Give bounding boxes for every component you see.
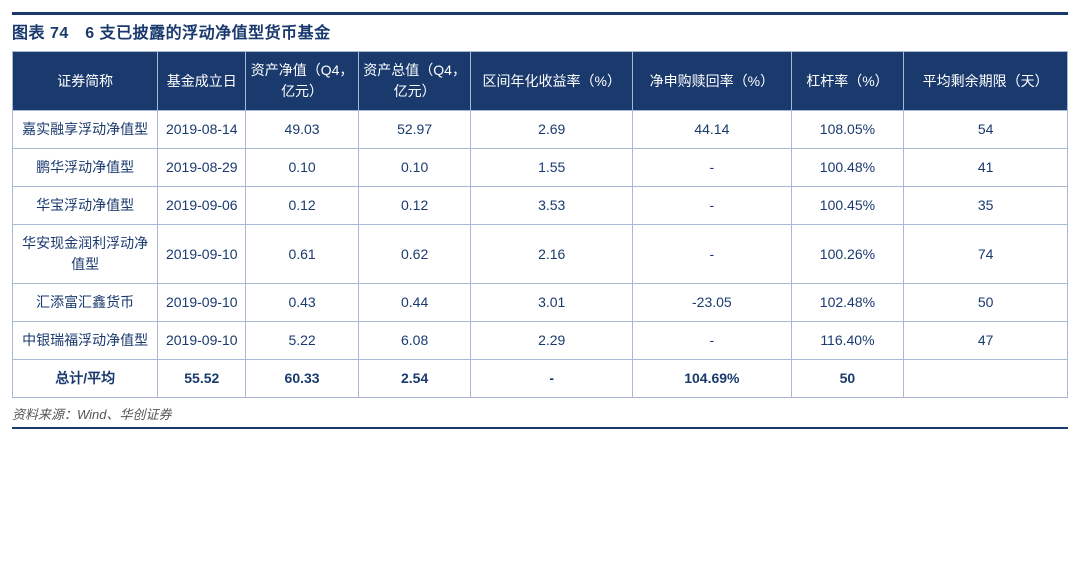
table-header-row: 证券简称 基金成立日 资产净值（Q4，亿元） 资产总值（Q4，亿元） 区间年化收… [13, 52, 1068, 111]
cell-date: 2019-09-10 [158, 322, 246, 360]
cell-nav: 0.12 [246, 187, 359, 225]
cell-nav: 5.22 [246, 322, 359, 360]
funds-table: 证券简称 基金成立日 资产净值（Q4，亿元） 资产总值（Q4，亿元） 区间年化收… [12, 51, 1068, 398]
cell-term: 54 [904, 111, 1068, 149]
table-row: 嘉实融享浮动净值型 2019-08-14 49.03 52.97 2.69 44… [13, 111, 1068, 149]
summary-cell: 60.33 [246, 360, 359, 398]
cell-return: 2.69 [471, 111, 633, 149]
table-row: 华宝浮动净值型 2019-09-06 0.12 0.12 3.53 - 100.… [13, 187, 1068, 225]
cell-return: 2.16 [471, 225, 633, 284]
cell-term: 74 [904, 225, 1068, 284]
cell-term: 47 [904, 322, 1068, 360]
summary-cell: 55.52 [158, 360, 246, 398]
cell-redeem: - [633, 149, 792, 187]
cell-name: 华宝浮动净值型 [13, 187, 158, 225]
cell-name: 嘉实融享浮动净值型 [13, 111, 158, 149]
table-row: 中银瑞福浮动净值型 2019-09-10 5.22 6.08 2.29 - 11… [13, 322, 1068, 360]
cell-total: 0.62 [358, 225, 471, 284]
cell-lever: 100.48% [791, 149, 904, 187]
cell-date: 2019-08-29 [158, 149, 246, 187]
cell-redeem: - [633, 187, 792, 225]
table-row: 鹏华浮动净值型 2019-08-29 0.10 0.10 1.55 - 100.… [13, 149, 1068, 187]
cell-redeem: -23.05 [633, 284, 792, 322]
cell-name: 中银瑞福浮动净值型 [13, 322, 158, 360]
cell-name: 鹏华浮动净值型 [13, 149, 158, 187]
cell-total: 6.08 [358, 322, 471, 360]
table-summary-row: 总计/平均 55.52 60.33 2.54 - 104.69% 50 [13, 360, 1068, 398]
summary-label: 总计/平均 [13, 360, 158, 398]
cell-nav: 0.61 [246, 225, 359, 284]
cell-total: 0.12 [358, 187, 471, 225]
cell-nav: 0.43 [246, 284, 359, 322]
cell-term: 50 [904, 284, 1068, 322]
cell-date: 2019-09-06 [158, 187, 246, 225]
cell-total: 52.97 [358, 111, 471, 149]
cell-lever: 102.48% [791, 284, 904, 322]
cell-lever: 100.45% [791, 187, 904, 225]
col-header-lever: 杠杆率（%） [791, 52, 904, 111]
summary-cell [904, 360, 1068, 398]
cell-total: 0.10 [358, 149, 471, 187]
col-header-term: 平均剩余期限（天） [904, 52, 1068, 111]
cell-name: 华安现金润利浮动净值型 [13, 225, 158, 284]
cell-lever: 116.40% [791, 322, 904, 360]
col-header-total: 资产总值（Q4，亿元） [358, 52, 471, 111]
cell-date: 2019-08-14 [158, 111, 246, 149]
cell-nav: 49.03 [246, 111, 359, 149]
cell-lever: 100.26% [791, 225, 904, 284]
cell-redeem: - [633, 225, 792, 284]
cell-name: 汇添富汇鑫货币 [13, 284, 158, 322]
source-text: 资料来源：Wind、华创证券 [12, 398, 1068, 425]
cell-nav: 0.10 [246, 149, 359, 187]
cell-redeem: 44.14 [633, 111, 792, 149]
col-header-return: 区间年化收益率（%） [471, 52, 633, 111]
cell-date: 2019-09-10 [158, 284, 246, 322]
summary-cell: 50 [791, 360, 904, 398]
table-row: 汇添富汇鑫货币 2019-09-10 0.43 0.44 3.01 -23.05… [13, 284, 1068, 322]
col-header-name: 证券简称 [13, 52, 158, 111]
cell-date: 2019-09-10 [158, 225, 246, 284]
summary-cell: 104.69% [633, 360, 792, 398]
cell-return: 3.01 [471, 284, 633, 322]
summary-cell: - [471, 360, 633, 398]
cell-return: 1.55 [471, 149, 633, 187]
cell-term: 41 [904, 149, 1068, 187]
title-bar: 图表 74 6 支已披露的浮动净值型货币基金 [12, 12, 1068, 51]
cell-term: 35 [904, 187, 1068, 225]
bottom-rule [12, 427, 1068, 429]
cell-return: 3.53 [471, 187, 633, 225]
table-row: 华安现金润利浮动净值型 2019-09-10 0.61 0.62 2.16 - … [13, 225, 1068, 284]
cell-lever: 108.05% [791, 111, 904, 149]
cell-redeem: - [633, 322, 792, 360]
table-title: 图表 74 6 支已披露的浮动净值型货币基金 [12, 25, 331, 42]
col-header-redeem: 净申购赎回率（%） [633, 52, 792, 111]
col-header-nav: 资产净值（Q4，亿元） [246, 52, 359, 111]
summary-cell: 2.54 [358, 360, 471, 398]
cell-total: 0.44 [358, 284, 471, 322]
cell-return: 2.29 [471, 322, 633, 360]
col-header-date: 基金成立日 [158, 52, 246, 111]
